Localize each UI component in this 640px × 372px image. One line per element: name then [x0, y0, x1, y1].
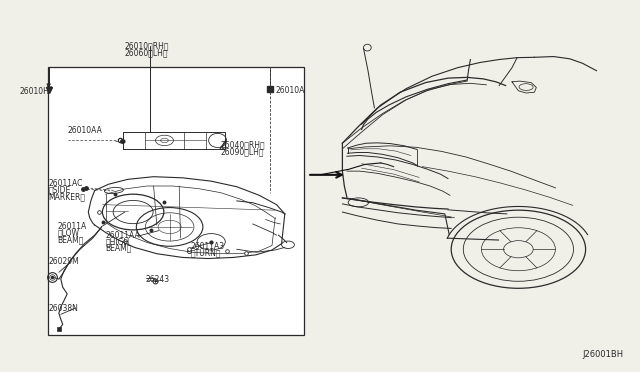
Text: 26040〈RH〉: 26040〈RH〉: [221, 141, 266, 150]
Text: 26010H: 26010H: [19, 87, 49, 96]
Text: 26010〈RH〉: 26010〈RH〉: [125, 41, 170, 50]
Text: 〈TURN〉: 〈TURN〉: [191, 248, 221, 257]
Text: J26001BH: J26001BH: [583, 350, 624, 359]
Text: BEAM〉: BEAM〉: [106, 243, 132, 252]
Text: 〈LOW: 〈LOW: [58, 229, 79, 238]
Text: 26011AA: 26011AA: [106, 231, 140, 240]
Text: 26011A3: 26011A3: [191, 242, 225, 251]
Text: 26010A: 26010A: [275, 86, 305, 95]
Text: 26090〈LH〉: 26090〈LH〉: [221, 147, 264, 156]
Text: 〈SIDE: 〈SIDE: [49, 185, 71, 194]
Text: 26038N: 26038N: [49, 304, 79, 313]
Text: MARKER〉: MARKER〉: [49, 192, 86, 201]
Bar: [48, 67, 304, 335]
Text: 26060〈LH〉: 26060〈LH〉: [125, 48, 168, 57]
Text: 26011A: 26011A: [58, 222, 87, 231]
Text: 26243: 26243: [146, 275, 170, 284]
Text: 〈HIGH: 〈HIGH: [106, 237, 130, 246]
Text: 26010AA: 26010AA: [67, 126, 102, 135]
Text: BEAM〉: BEAM〉: [58, 235, 84, 244]
Text: 26029M: 26029M: [49, 257, 79, 266]
Text: 26011AC: 26011AC: [49, 179, 83, 187]
